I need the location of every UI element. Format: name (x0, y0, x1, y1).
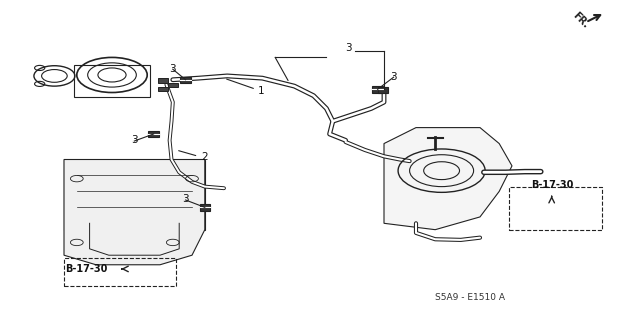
Text: B-17-30: B-17-30 (531, 180, 573, 190)
Bar (180, 77, 191, 83)
Text: 3: 3 (182, 194, 189, 204)
Bar (378, 87, 388, 93)
Text: 3: 3 (131, 135, 138, 145)
Bar (158, 87, 168, 91)
Bar (509, 187, 602, 230)
FancyBboxPatch shape (74, 65, 150, 97)
Text: B-17-30: B-17-30 (65, 263, 108, 274)
Text: 3: 3 (346, 43, 352, 54)
Text: FR.: FR. (571, 11, 591, 31)
Bar (372, 86, 383, 93)
Bar (158, 78, 168, 83)
Polygon shape (64, 160, 205, 265)
Text: 3: 3 (390, 71, 397, 82)
Bar (148, 131, 159, 137)
Text: 1: 1 (258, 86, 264, 96)
Bar (64, 258, 176, 286)
Text: S5A9 - E1510 A: S5A9 - E1510 A (435, 293, 505, 302)
FancyBboxPatch shape (64, 160, 205, 230)
Bar (200, 204, 210, 211)
Bar (168, 83, 178, 87)
Polygon shape (384, 128, 512, 230)
Text: 2: 2 (201, 152, 207, 162)
Text: 3: 3 (170, 63, 176, 74)
